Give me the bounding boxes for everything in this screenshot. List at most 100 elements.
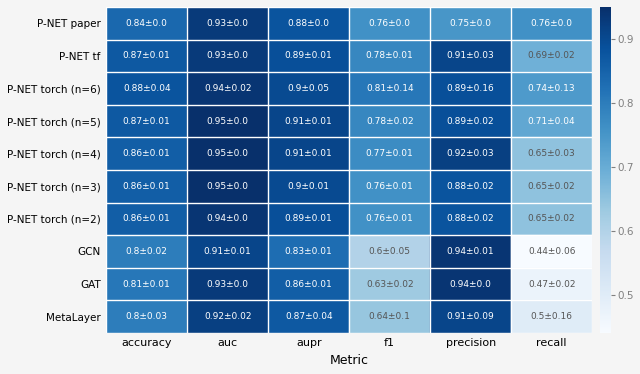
Text: 0.88±0.02: 0.88±0.02: [447, 214, 495, 223]
Text: 0.88±0.04: 0.88±0.04: [123, 84, 170, 93]
Bar: [106, 105, 188, 137]
Bar: [511, 235, 592, 268]
Text: 0.76±0.0: 0.76±0.0: [369, 19, 411, 28]
Text: 0.6±0.05: 0.6±0.05: [369, 247, 411, 256]
Text: 0.78±0.01: 0.78±0.01: [366, 51, 413, 60]
Bar: [188, 235, 268, 268]
Text: 0.95±0.0: 0.95±0.0: [207, 117, 249, 126]
Text: 0.64±0.1: 0.64±0.1: [369, 312, 411, 321]
Bar: [188, 137, 268, 170]
Bar: [188, 7, 268, 40]
Text: 0.94±0.0: 0.94±0.0: [207, 214, 249, 223]
Text: 0.88±0.02: 0.88±0.02: [447, 182, 495, 191]
Text: 0.93±0.0: 0.93±0.0: [207, 51, 249, 60]
Bar: [511, 7, 592, 40]
Text: 0.87±0.04: 0.87±0.04: [285, 312, 333, 321]
Bar: [430, 203, 511, 235]
Bar: [268, 105, 349, 137]
Bar: [268, 235, 349, 268]
Text: 0.8±0.03: 0.8±0.03: [125, 312, 168, 321]
Text: 0.63±0.02: 0.63±0.02: [366, 279, 413, 289]
Text: 0.93±0.0: 0.93±0.0: [207, 279, 249, 289]
Bar: [188, 105, 268, 137]
Bar: [188, 40, 268, 72]
Bar: [106, 137, 188, 170]
Bar: [349, 203, 430, 235]
Bar: [430, 235, 511, 268]
Text: 0.47±0.02: 0.47±0.02: [528, 279, 575, 289]
Bar: [268, 268, 349, 300]
Text: 0.84±0.0: 0.84±0.0: [126, 19, 168, 28]
Bar: [349, 105, 430, 137]
Text: 0.86±0.01: 0.86±0.01: [123, 214, 171, 223]
Text: 0.86±0.01: 0.86±0.01: [285, 279, 333, 289]
Text: 0.89±0.16: 0.89±0.16: [447, 84, 495, 93]
Text: 0.65±0.03: 0.65±0.03: [528, 149, 575, 158]
Bar: [106, 268, 188, 300]
Bar: [511, 268, 592, 300]
Text: 0.91±0.03: 0.91±0.03: [447, 51, 495, 60]
Text: 0.9±0.01: 0.9±0.01: [288, 182, 330, 191]
Bar: [188, 268, 268, 300]
Text: 0.77±0.01: 0.77±0.01: [366, 149, 413, 158]
Bar: [349, 137, 430, 170]
Text: 0.71±0.04: 0.71±0.04: [528, 117, 575, 126]
Text: 0.93±0.0: 0.93±0.0: [207, 19, 249, 28]
Text: 0.69±0.02: 0.69±0.02: [528, 51, 575, 60]
Bar: [188, 170, 268, 203]
Text: 0.65±0.02: 0.65±0.02: [528, 214, 575, 223]
Text: 0.89±0.02: 0.89±0.02: [447, 117, 495, 126]
Bar: [349, 7, 430, 40]
Bar: [430, 170, 511, 203]
Bar: [268, 137, 349, 170]
Bar: [106, 203, 188, 235]
Bar: [430, 137, 511, 170]
Text: 0.44±0.06: 0.44±0.06: [528, 247, 575, 256]
Text: 0.81±0.14: 0.81±0.14: [366, 84, 413, 93]
Text: 0.95±0.0: 0.95±0.0: [207, 182, 249, 191]
Bar: [106, 235, 188, 268]
Bar: [511, 137, 592, 170]
Text: 0.74±0.13: 0.74±0.13: [528, 84, 575, 93]
Bar: [106, 7, 188, 40]
Text: 0.76±0.0: 0.76±0.0: [531, 19, 573, 28]
Bar: [106, 40, 188, 72]
Bar: [268, 72, 349, 105]
Bar: [430, 72, 511, 105]
Text: 0.89±0.01: 0.89±0.01: [285, 51, 333, 60]
Bar: [268, 170, 349, 203]
Text: 0.91±0.01: 0.91±0.01: [285, 117, 333, 126]
Bar: [349, 72, 430, 105]
Text: 0.65±0.02: 0.65±0.02: [528, 182, 575, 191]
Text: 0.86±0.01: 0.86±0.01: [123, 182, 171, 191]
Text: 0.94±0.0: 0.94±0.0: [450, 279, 492, 289]
Bar: [511, 72, 592, 105]
Text: 0.75±0.0: 0.75±0.0: [450, 19, 492, 28]
Text: 0.5±0.16: 0.5±0.16: [531, 312, 573, 321]
Bar: [188, 72, 268, 105]
Text: 0.94±0.02: 0.94±0.02: [204, 84, 252, 93]
Text: 0.94±0.01: 0.94±0.01: [447, 247, 495, 256]
Text: 0.91±0.01: 0.91±0.01: [204, 247, 252, 256]
Text: 0.95±0.0: 0.95±0.0: [207, 149, 249, 158]
Bar: [430, 40, 511, 72]
Bar: [268, 203, 349, 235]
Text: 0.81±0.01: 0.81±0.01: [123, 279, 171, 289]
Text: 0.92±0.03: 0.92±0.03: [447, 149, 495, 158]
Bar: [511, 300, 592, 333]
Text: 0.88±0.0: 0.88±0.0: [288, 19, 330, 28]
Text: 0.83±0.01: 0.83±0.01: [285, 247, 333, 256]
Text: 0.87±0.01: 0.87±0.01: [123, 51, 171, 60]
Bar: [349, 170, 430, 203]
Text: 0.9±0.05: 0.9±0.05: [288, 84, 330, 93]
Bar: [349, 235, 430, 268]
Bar: [511, 40, 592, 72]
Bar: [188, 300, 268, 333]
Bar: [268, 300, 349, 333]
Bar: [106, 300, 188, 333]
Bar: [106, 72, 188, 105]
Text: 0.86±0.01: 0.86±0.01: [123, 149, 171, 158]
Bar: [349, 268, 430, 300]
Text: 0.76±0.01: 0.76±0.01: [366, 182, 413, 191]
Bar: [511, 170, 592, 203]
